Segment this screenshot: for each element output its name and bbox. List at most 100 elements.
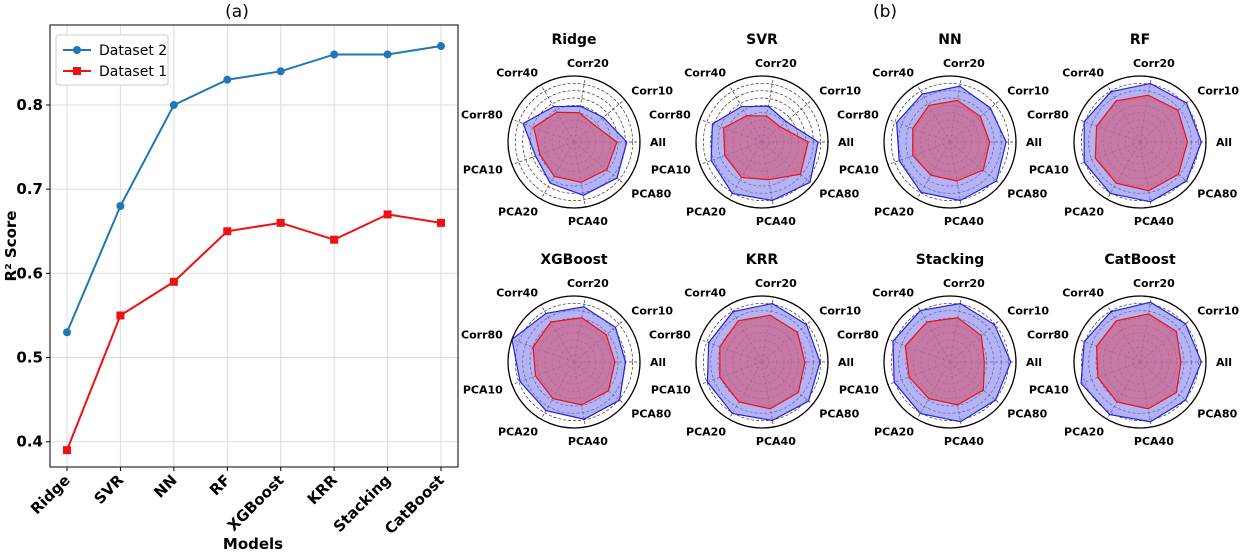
y-tick-label: 0.7 — [16, 180, 43, 198]
legend-marker — [73, 46, 81, 54]
radar-axis-label: PCA10 — [651, 163, 691, 176]
radar-title: SVR — [746, 32, 778, 48]
radar-axis-label: PCA80 — [631, 407, 671, 420]
radar-axis-label: Corr40 — [1062, 287, 1104, 300]
radar-axis-label: PCA40 — [756, 435, 796, 448]
radar-axis-label: PCA10 — [1029, 163, 1069, 176]
series-line — [66, 213, 442, 451]
radar-axis-label: Corr80 — [461, 329, 503, 342]
radar-outer-ring — [883, 295, 1017, 429]
radar-axis-label: Corr10 — [819, 305, 861, 318]
radar-chart: NN All Corr10 Corr20 Corr40 Corr80 PCA10 PCA20 P… — [837, 32, 1049, 228]
data-point — [169, 100, 178, 109]
radar-area-dataset-1 — [904, 317, 985, 406]
radar-ring — [702, 82, 822, 202]
legend-box — [55, 34, 169, 86]
radar-area-dataset-1 — [533, 111, 618, 183]
radar-area-dataset-1 — [722, 115, 809, 181]
data-point — [276, 67, 285, 76]
radar-axis-label: PCA80 — [819, 407, 859, 420]
radar-axis-label: Corr20 — [1133, 57, 1175, 70]
radar-outer-ring — [1073, 75, 1207, 209]
radar-axis-label: PCA40 — [568, 215, 608, 228]
radar-axis-label: Corr80 — [649, 109, 691, 122]
radar-title: CatBoost — [1104, 252, 1176, 268]
radar-axis-label: PCA10 — [1029, 383, 1069, 396]
radar-axis-label: Corr40 — [496, 287, 538, 300]
radar-axis-label: PCA80 — [1197, 407, 1237, 420]
data-point — [116, 202, 125, 211]
radar-chart: RF All Corr10 Corr20 Corr40 Corr80 PCA10 PCA20 P… — [1027, 32, 1239, 228]
radar-title: KRR — [746, 252, 779, 268]
radar-axis-label: PCA40 — [1134, 435, 1174, 448]
radar-axis-label: PCA20 — [498, 425, 538, 438]
radar-axis-label: PCA10 — [651, 383, 691, 396]
radar-area-dataset-1 — [1094, 94, 1189, 192]
radar-ring — [1080, 82, 1200, 202]
radar-axis-label: PCA80 — [819, 187, 859, 200]
radar-title: Stacking — [916, 252, 985, 268]
radar-area-dataset-1 — [1095, 313, 1182, 410]
radar-axis-label: Corr80 — [837, 329, 879, 342]
radar-axis-label: PCA80 — [1007, 187, 1047, 200]
radar-axis-label: PCA20 — [874, 425, 914, 438]
radar-axis-label: PCA20 — [1064, 205, 1104, 218]
radar-outer-ring — [1073, 295, 1207, 429]
radar-ring — [890, 82, 1010, 202]
radar-title: NN — [938, 32, 961, 48]
radar-axis-label: All — [838, 136, 854, 149]
radar-title: XGBoost — [540, 252, 608, 268]
radar-axis-label: Corr20 — [755, 277, 797, 290]
radar-ring — [514, 302, 634, 422]
radar-axis-label: Corr10 — [631, 85, 673, 98]
x-axis-title: Models — [223, 535, 283, 553]
radar-grid: Ridge All Corr10 Corr20 Corr40 Corr80 PCA10 PCA… — [461, 32, 1239, 448]
data-point — [63, 446, 71, 455]
radar-axis-label: Corr40 — [684, 67, 726, 80]
radar-axis-label: Corr80 — [649, 329, 691, 342]
radar-axis-label: Corr10 — [819, 85, 861, 98]
data-point — [383, 50, 392, 59]
data-point — [330, 235, 339, 244]
radar-axis-label: Corr20 — [943, 57, 985, 70]
x-tick-label: RF — [206, 471, 234, 499]
radar-chart: KRR All Corr10 Corr20 Corr40 Corr80 PCA10 PCA20… — [649, 252, 861, 448]
radar-chart: Stacking All Corr10 Corr20 Corr40 Corr80 PCA10… — [837, 252, 1049, 448]
radar-title: RF — [1130, 32, 1150, 48]
radar-axis-label: Corr10 — [1007, 85, 1049, 98]
data-point — [437, 218, 445, 227]
radar-axis-label: Corr40 — [872, 67, 914, 80]
radar-axis-label: PCA20 — [1064, 425, 1104, 438]
radar-outer-ring — [695, 295, 829, 429]
x-tick-label: Ridge — [27, 471, 74, 518]
radar-axis-label: All — [1026, 136, 1042, 149]
radar-axis-label: Corr20 — [943, 277, 985, 290]
radar-axis-label: All — [1216, 136, 1232, 149]
radar-chart: XGBoost All Corr10 Corr20 Corr40 Corr80 PCA10 P… — [461, 252, 673, 448]
radar-axis-label: Corr40 — [872, 287, 914, 300]
radar-axis-label: PCA40 — [944, 215, 984, 228]
plot-frame — [49, 24, 459, 468]
radar-axis-label: All — [650, 356, 666, 369]
radar-axis-label: PCA80 — [1007, 407, 1047, 420]
radar-axis-label: Corr40 — [496, 67, 538, 80]
data-point — [276, 218, 285, 227]
radar-area-dataset-1 — [719, 314, 806, 410]
y-tick-label: 0.5 — [16, 349, 43, 367]
radar-axis-label: PCA10 — [463, 163, 503, 176]
data-point — [169, 277, 178, 286]
x-tick-label: NN — [150, 471, 180, 501]
radar-axis-label: All — [838, 356, 854, 369]
data-point — [437, 42, 445, 51]
radar-outer-ring — [507, 295, 641, 429]
legend-label: Dataset 2 — [99, 43, 167, 59]
data-point — [63, 328, 71, 337]
x-tick-label: XGBoost — [224, 471, 288, 535]
radar-chart: CatBoost All Corr10 Corr20 Corr40 Corr80 PCA10… — [1027, 252, 1239, 448]
radar-axis-label: Corr20 — [1133, 277, 1175, 290]
radar-axis-label: Corr80 — [1027, 109, 1069, 122]
data-point — [330, 50, 339, 59]
y-tick-label: 0.4 — [16, 433, 43, 451]
